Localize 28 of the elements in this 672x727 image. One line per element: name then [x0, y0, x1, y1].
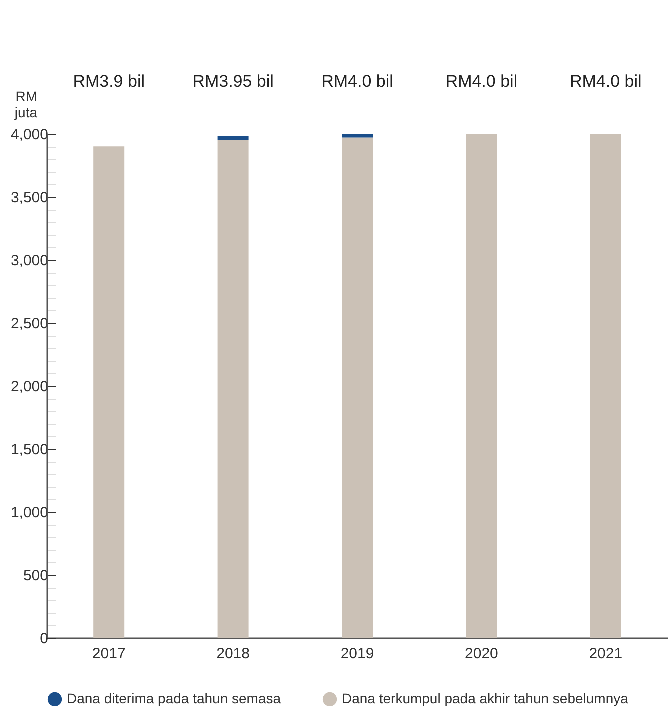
bar [342, 138, 373, 638]
legend-label: Dana diterima pada tahun semasa [67, 690, 282, 706]
y-axis-title: RM juta [14, 88, 38, 120]
x-tick-label: 2021 [589, 646, 623, 662]
y-tick-label: 2,000 [10, 378, 48, 396]
bar [218, 140, 249, 638]
y-tick-label: 1,000 [10, 504, 48, 522]
legend-label: Dana terkumpul pada akhir tahun sebelumnya [342, 690, 629, 706]
text: RM3.95 bil [192, 72, 274, 91]
text: RM4.0 bil [446, 72, 518, 91]
y-tick-label: 3,000 [10, 252, 48, 270]
bar [342, 134, 373, 138]
bar [466, 134, 498, 638]
y-tick-label: 4,000 [10, 126, 48, 144]
x-tick-label: 2017 [92, 646, 126, 662]
y-tick-label: 3,500 [10, 190, 48, 206]
y-tick-label: 500 [23, 568, 48, 584]
x-tick-label: 2019 [340, 646, 374, 662]
bar [218, 136, 249, 140]
text: RM4.0 bil [570, 72, 642, 91]
x-tick-label: 2018 [216, 646, 250, 662]
text: RM3.9 bil [73, 72, 146, 91]
bar [94, 146, 125, 638]
bar [590, 134, 622, 638]
text: RM4.0 bil [322, 72, 394, 91]
y-tick-label: 1,500 [10, 442, 48, 458]
y-tick-label: 2,500 [10, 316, 48, 332]
x-tick-label: 2020 [465, 646, 498, 662]
